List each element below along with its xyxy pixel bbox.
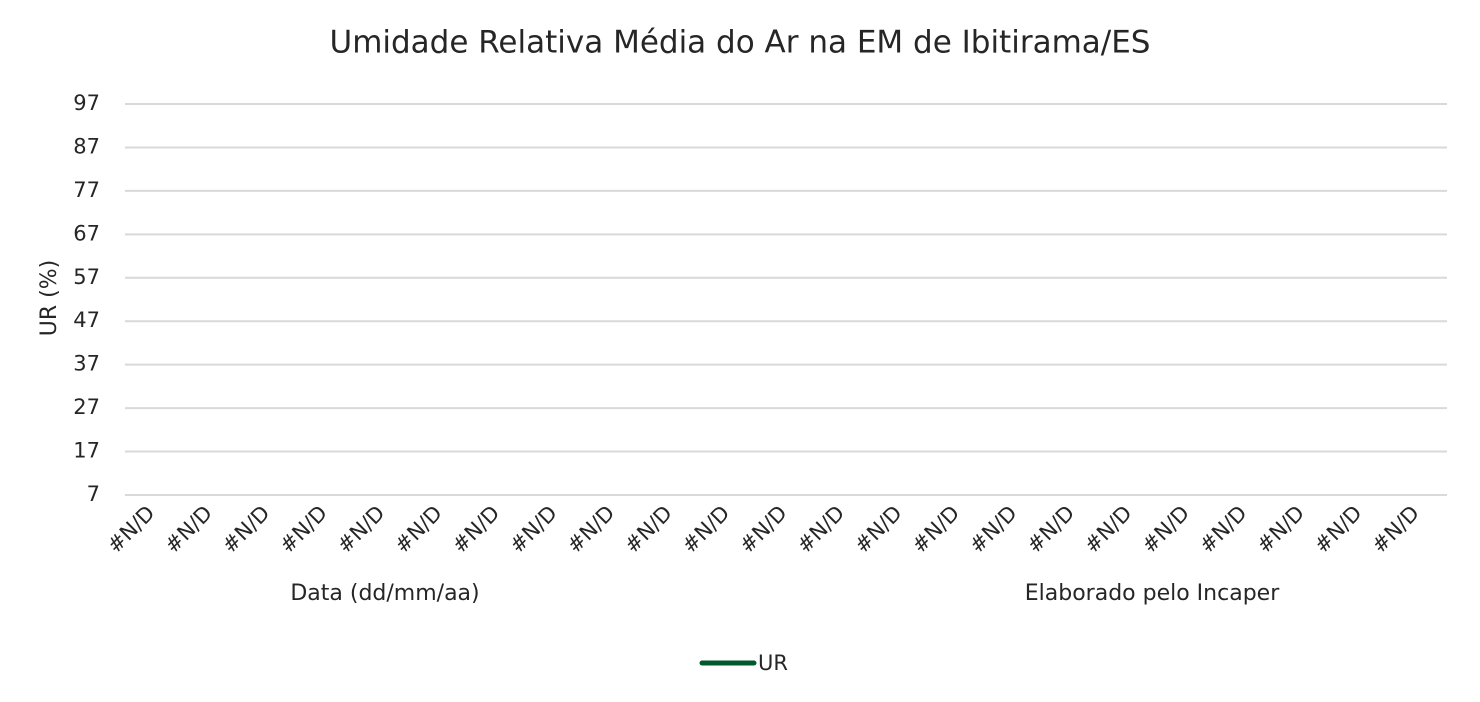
y-tick-label: 67 [73,221,100,245]
y-tick-label: 7 [87,482,100,506]
x-tick-label: #N/D [1080,501,1137,558]
y-tick-label: 97 [73,91,100,115]
x-tick-label: #N/D [1252,501,1309,558]
x-axis-label: Data (dd/mm/aa) [290,581,479,606]
y-tick-label: 27 [73,395,100,419]
y-tick-label: 17 [73,439,100,463]
x-tick-label: #N/D [1310,501,1367,558]
x-tick-label: #N/D [850,501,907,558]
y-axis-label: UR (%) [37,260,62,336]
y-tick-label: 87 [73,134,100,158]
legend-label: UR [758,651,788,675]
x-tick-label: #N/D [390,501,447,558]
x-tick-label: #N/D [907,501,964,558]
x-tick-label: #N/D [965,501,1022,558]
x-tick-label: #N/D [735,501,792,558]
x-tick-label: #N/D [1022,501,1079,558]
x-tick-label: #N/D [792,501,849,558]
x-tick-label: #N/D [562,501,619,558]
y-tick-label: 37 [73,352,100,376]
y-tick-label: 57 [73,265,100,289]
x-tick-label: #N/D [1367,501,1424,558]
x-tick-label: #N/D [218,501,275,558]
x-tick-label: #N/D [447,501,504,558]
x-tick-label: #N/D [1137,501,1194,558]
x-tick-label: #N/D [275,501,332,558]
x-tick-label: #N/D [677,501,734,558]
x-tick-label: #N/D [1195,501,1252,558]
x-tick-label: #N/D [160,501,217,558]
x-tick-label: #N/D [103,501,160,558]
x-tick-label: #N/D [505,501,562,558]
y-tick-label: 77 [73,178,100,202]
annotation: Elaborado pelo Incaper [1025,581,1280,606]
x-tick-label: #N/D [332,501,389,558]
x-tick-label: #N/D [620,501,677,558]
y-tick-label: 47 [73,308,100,332]
chart-title: Umidade Relativa Média do Ar na EM de Ib… [330,25,1151,61]
